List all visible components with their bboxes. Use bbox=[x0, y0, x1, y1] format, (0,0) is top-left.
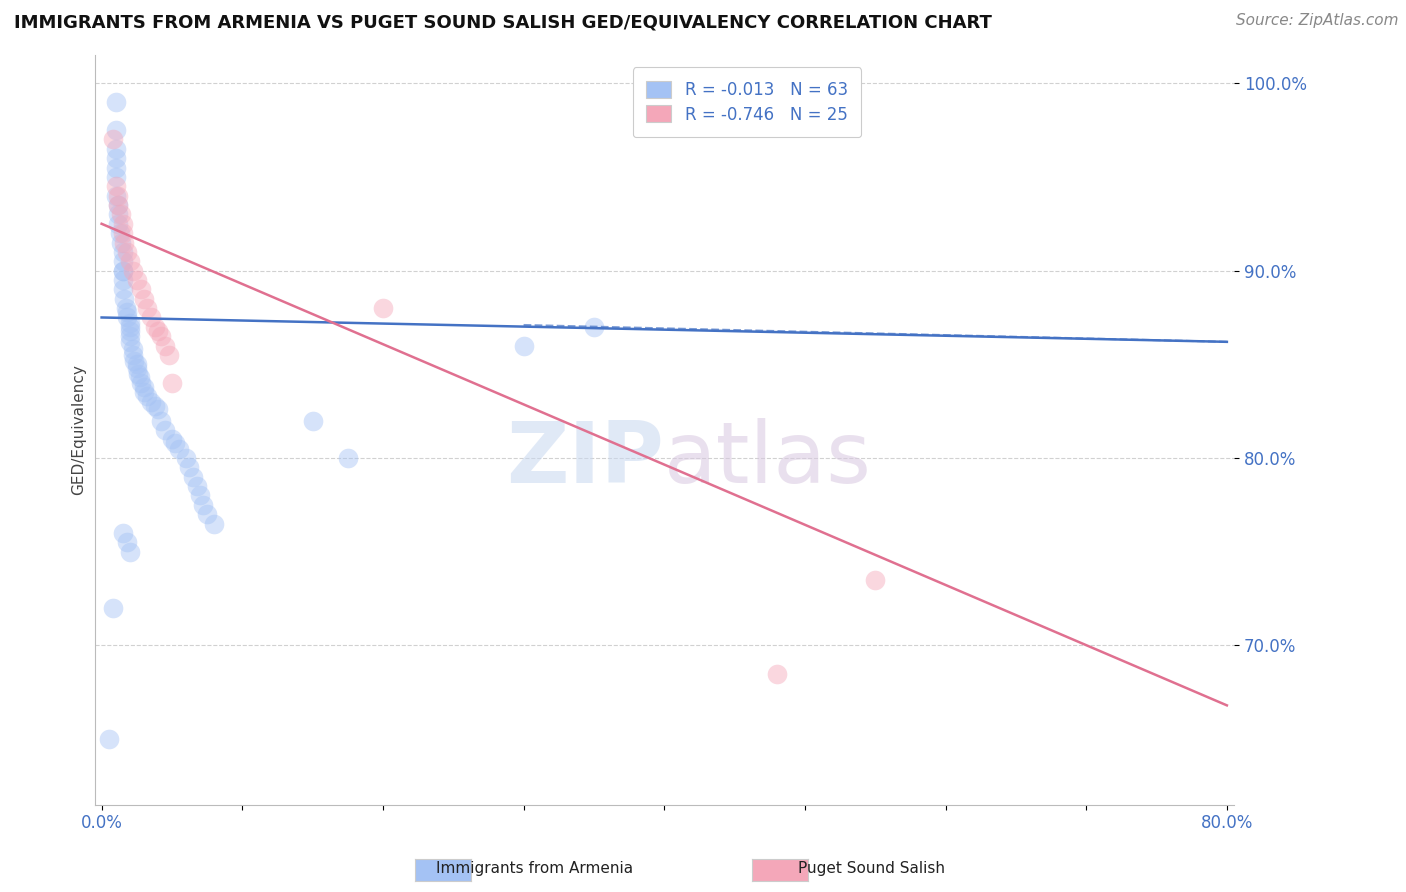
Point bbox=[118, 324, 141, 338]
Point bbox=[111, 282, 134, 296]
Text: IMMIGRANTS FROM ARMENIA VS PUGET SOUND SALISH GED/EQUIVALENCY CORRELATION CHART: IMMIGRANTS FROM ARMENIA VS PUGET SOUND S… bbox=[14, 13, 993, 31]
Point bbox=[174, 450, 197, 465]
Point bbox=[153, 338, 176, 352]
Point bbox=[181, 469, 204, 483]
Point bbox=[143, 399, 166, 413]
Point bbox=[115, 310, 138, 325]
Point bbox=[111, 263, 134, 277]
Point bbox=[195, 507, 218, 521]
Point bbox=[121, 343, 143, 357]
Point bbox=[112, 292, 135, 306]
Point bbox=[160, 432, 183, 446]
Text: Puget Sound Salish: Puget Sound Salish bbox=[799, 861, 945, 876]
Point bbox=[118, 334, 141, 349]
Point bbox=[149, 329, 172, 343]
Point bbox=[132, 385, 155, 400]
Point bbox=[111, 217, 134, 231]
Point bbox=[865, 573, 887, 587]
Point bbox=[160, 376, 183, 390]
Point bbox=[104, 161, 127, 175]
Point bbox=[127, 367, 149, 381]
Point bbox=[582, 319, 605, 334]
Point bbox=[371, 301, 394, 315]
Point bbox=[115, 305, 138, 319]
Point bbox=[104, 151, 127, 165]
Point bbox=[110, 207, 132, 221]
Point bbox=[177, 460, 200, 475]
Point bbox=[149, 413, 172, 427]
Y-axis label: GED/Equivalency: GED/Equivalency bbox=[72, 365, 86, 495]
Point bbox=[111, 263, 134, 277]
Point bbox=[107, 188, 129, 202]
Text: ZIP: ZIP bbox=[506, 418, 664, 501]
Point bbox=[128, 370, 150, 384]
Point bbox=[104, 95, 127, 109]
Point bbox=[135, 389, 157, 403]
Point bbox=[107, 207, 129, 221]
Point bbox=[101, 132, 124, 146]
Point bbox=[111, 273, 134, 287]
Point bbox=[118, 545, 141, 559]
Point bbox=[125, 357, 148, 371]
Point bbox=[104, 169, 127, 184]
Point bbox=[107, 198, 129, 212]
Text: Source: ZipAtlas.com: Source: ZipAtlas.com bbox=[1236, 13, 1399, 29]
Point bbox=[118, 319, 141, 334]
Point bbox=[118, 329, 141, 343]
Point bbox=[125, 273, 148, 287]
Point bbox=[112, 235, 135, 250]
Point bbox=[153, 423, 176, 437]
Point bbox=[163, 436, 186, 450]
Point bbox=[114, 301, 136, 315]
Point bbox=[97, 732, 120, 747]
Point bbox=[115, 244, 138, 259]
Point bbox=[129, 376, 152, 390]
Point bbox=[139, 310, 162, 325]
Point bbox=[111, 226, 134, 240]
Point bbox=[202, 516, 225, 531]
Text: atlas: atlas bbox=[664, 418, 872, 501]
Point bbox=[765, 666, 787, 681]
Point bbox=[111, 254, 134, 268]
Point bbox=[191, 498, 214, 512]
Point bbox=[104, 142, 127, 156]
Point bbox=[104, 188, 127, 202]
Point bbox=[146, 402, 169, 417]
Point bbox=[111, 526, 134, 541]
Point bbox=[143, 319, 166, 334]
Point bbox=[104, 179, 127, 194]
Point bbox=[111, 244, 134, 259]
Point bbox=[108, 226, 131, 240]
Point bbox=[186, 479, 208, 493]
Point bbox=[118, 316, 141, 330]
Point bbox=[118, 254, 141, 268]
Point bbox=[157, 348, 180, 362]
Point bbox=[125, 361, 148, 376]
Point bbox=[107, 217, 129, 231]
Point bbox=[115, 535, 138, 549]
Point bbox=[301, 413, 323, 427]
Point bbox=[121, 263, 143, 277]
Point bbox=[132, 292, 155, 306]
Point bbox=[146, 324, 169, 338]
Point bbox=[104, 123, 127, 137]
Point bbox=[101, 601, 124, 615]
Text: Immigrants from Armenia: Immigrants from Armenia bbox=[436, 861, 633, 876]
Point bbox=[336, 450, 359, 465]
Point bbox=[107, 198, 129, 212]
Point bbox=[139, 394, 162, 409]
Point bbox=[512, 338, 534, 352]
Point bbox=[132, 380, 155, 394]
Point bbox=[135, 301, 157, 315]
Point bbox=[121, 348, 143, 362]
Point bbox=[110, 235, 132, 250]
Point bbox=[188, 488, 211, 502]
Legend: R = -0.013   N = 63, R = -0.746   N = 25: R = -0.013 N = 63, R = -0.746 N = 25 bbox=[633, 67, 860, 136]
Point bbox=[129, 282, 152, 296]
Point bbox=[122, 353, 145, 368]
Point bbox=[167, 442, 190, 456]
